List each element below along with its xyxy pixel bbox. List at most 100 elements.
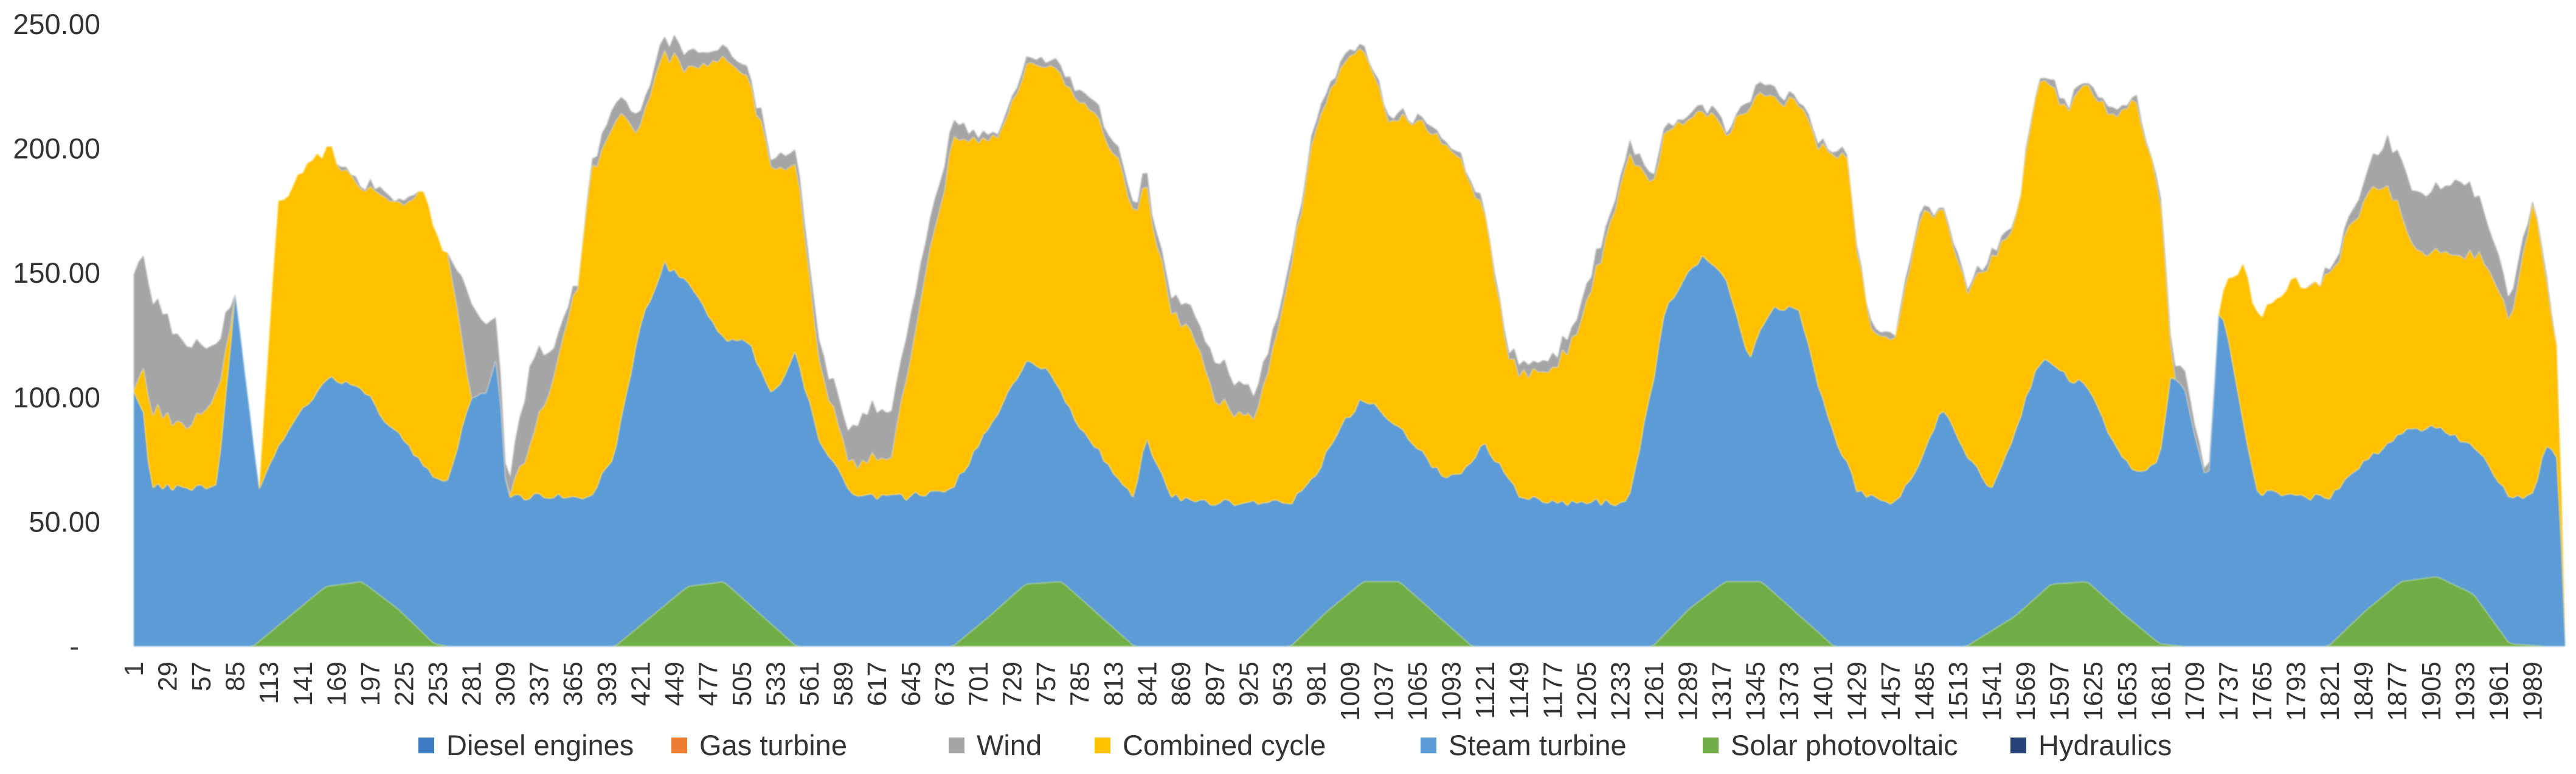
x-tick-label: 421 [626,662,656,706]
x-tick-label: 1653 [2113,662,2142,721]
x-tick-label: 1989 [2518,662,2547,721]
x-tick-label: 1037 [1369,662,1399,721]
series-area-steam-turbine [134,255,2565,646]
x-tick-label: 393 [592,662,622,706]
x-tick-label: 505 [727,662,757,706]
x-tick-label: 1345 [1741,662,1771,721]
legend-swatch [671,738,687,753]
x-tick-label: 449 [660,662,690,706]
x-tick-label: 729 [997,662,1027,706]
x-tick-label: 477 [693,662,723,706]
x-tick-label: 1121 [1470,662,1500,719]
y-tick-label: 200.00 [13,133,100,165]
x-tick-label: 897 [1200,662,1230,706]
legend-label: Gas turbine [699,729,847,761]
x-tick-label: 1793 [2282,662,2311,721]
x-tick-label: 365 [558,662,588,706]
y-tick-label: 250.00 [13,8,100,40]
x-tick-label: 953 [1268,662,1298,706]
x-tick-label: 1709 [2180,662,2210,721]
x-tick-label: 1765 [2248,662,2277,721]
legend-label: Combined cycle [1123,729,1326,761]
series-areas [134,35,2565,646]
x-tick-label: 1177 [1538,662,1568,719]
x-tick-label: 701 [964,662,994,706]
x-tick-label: 1625 [2079,662,2108,721]
legend-swatch [1703,738,1719,753]
x-tick-label: 673 [930,662,960,706]
x-tick-label: 1877 [2383,662,2412,721]
x-tick-label: 813 [1099,662,1129,706]
x-tick-label: 925 [1234,662,1264,706]
x-tick-label: 1261 [1639,662,1669,721]
x-tick-label: 1289 [1674,662,1703,721]
series-area-combined-cycle [134,48,2565,643]
x-tick-label: 1317 [1707,662,1737,721]
x-tick-label: 85 [221,662,251,691]
x-tick-label: 1961 [2484,662,2514,721]
x-tick-label: 281 [457,662,487,706]
x-tick-label: 1457 [1876,662,1906,721]
y-axis: - 50.00 100.00 150.00 200.00 250.00 [13,8,100,662]
x-tick-label: 1933 [2450,662,2480,721]
x-tick-label: 1429 [1842,662,1872,721]
x-tick-label: 645 [896,662,926,706]
x-tick-label: 309 [491,662,521,706]
legend-swatch [418,738,434,753]
y-tick-label: - [69,630,79,662]
x-tick-label: 1149 [1504,662,1534,719]
series-area-solar-photovoltaic [134,576,2565,646]
legend-swatch [1095,738,1110,753]
legend-swatch [2010,738,2026,753]
x-tick-label: 589 [829,662,859,706]
x-tick-label: 169 [322,662,351,706]
x-tick-label: 57 [187,662,216,691]
y-tick-label: 50.00 [29,505,100,537]
x-tick-label: 1233 [1605,662,1635,721]
x-tick-label: 197 [356,662,386,706]
x-tick-label: 141 [288,662,318,706]
x-tick-label: 1681 [2146,662,2176,721]
x-tick-label: 1849 [2349,662,2379,721]
x-tick-label: 1401 [1809,662,1838,721]
x-tick-label: 617 [862,662,892,706]
legend-label: Wind [977,729,1042,761]
legend-label: Hydraulics [2038,729,2172,761]
x-tick-label: 1205 [1572,662,1602,721]
x-tick-label: 785 [1065,662,1095,706]
legend-swatch [949,738,964,753]
x-tick-label: 337 [525,662,555,706]
legend-label: Diesel engines [446,729,634,761]
legend-label: Solar photovoltaic [1731,729,1958,761]
x-tick-label: 1597 [2045,662,2075,721]
x-tick-label: 1821 [2315,662,2345,721]
x-tick-label: 1009 [1335,662,1365,721]
x-tick-label: 253 [423,662,453,706]
legend-label: Steam turbine [1449,729,1627,761]
legend: Diesel engines Gas turbine Wind Combined cy… [418,729,2172,761]
x-tick-label: 841 [1133,662,1163,706]
x-tick-label: 1569 [2011,662,2041,721]
x-tick-label: 1905 [2417,662,2446,721]
y-tick-label: 150.00 [13,257,100,289]
legend-swatch [1421,738,1436,753]
x-tick-label: 869 [1166,662,1196,706]
x-tick-label: 1737 [2214,662,2243,721]
x-tick-label: 29 [153,662,183,691]
x-tick-label: 1 [119,662,149,676]
x-tick-label: 757 [1031,662,1061,706]
x-tick-label: 1065 [1403,662,1433,721]
x-tick-label: 561 [795,662,825,706]
y-tick-label: 100.00 [13,381,100,413]
x-tick-label: 1373 [1774,662,1804,721]
x-tick-label: 1541 [1978,662,2007,721]
x-tick-label: 225 [389,662,419,706]
x-tick-label: 533 [761,662,791,706]
x-axis: 1 29 57 85 113 141 169 197 225 253 281 309 337 365 393… [119,662,2547,721]
x-tick-label: 113 [254,662,284,704]
x-tick-label: 981 [1301,662,1331,706]
x-tick-label: 1485 [1909,662,1939,721]
x-tick-label: 1513 [1944,662,1973,721]
